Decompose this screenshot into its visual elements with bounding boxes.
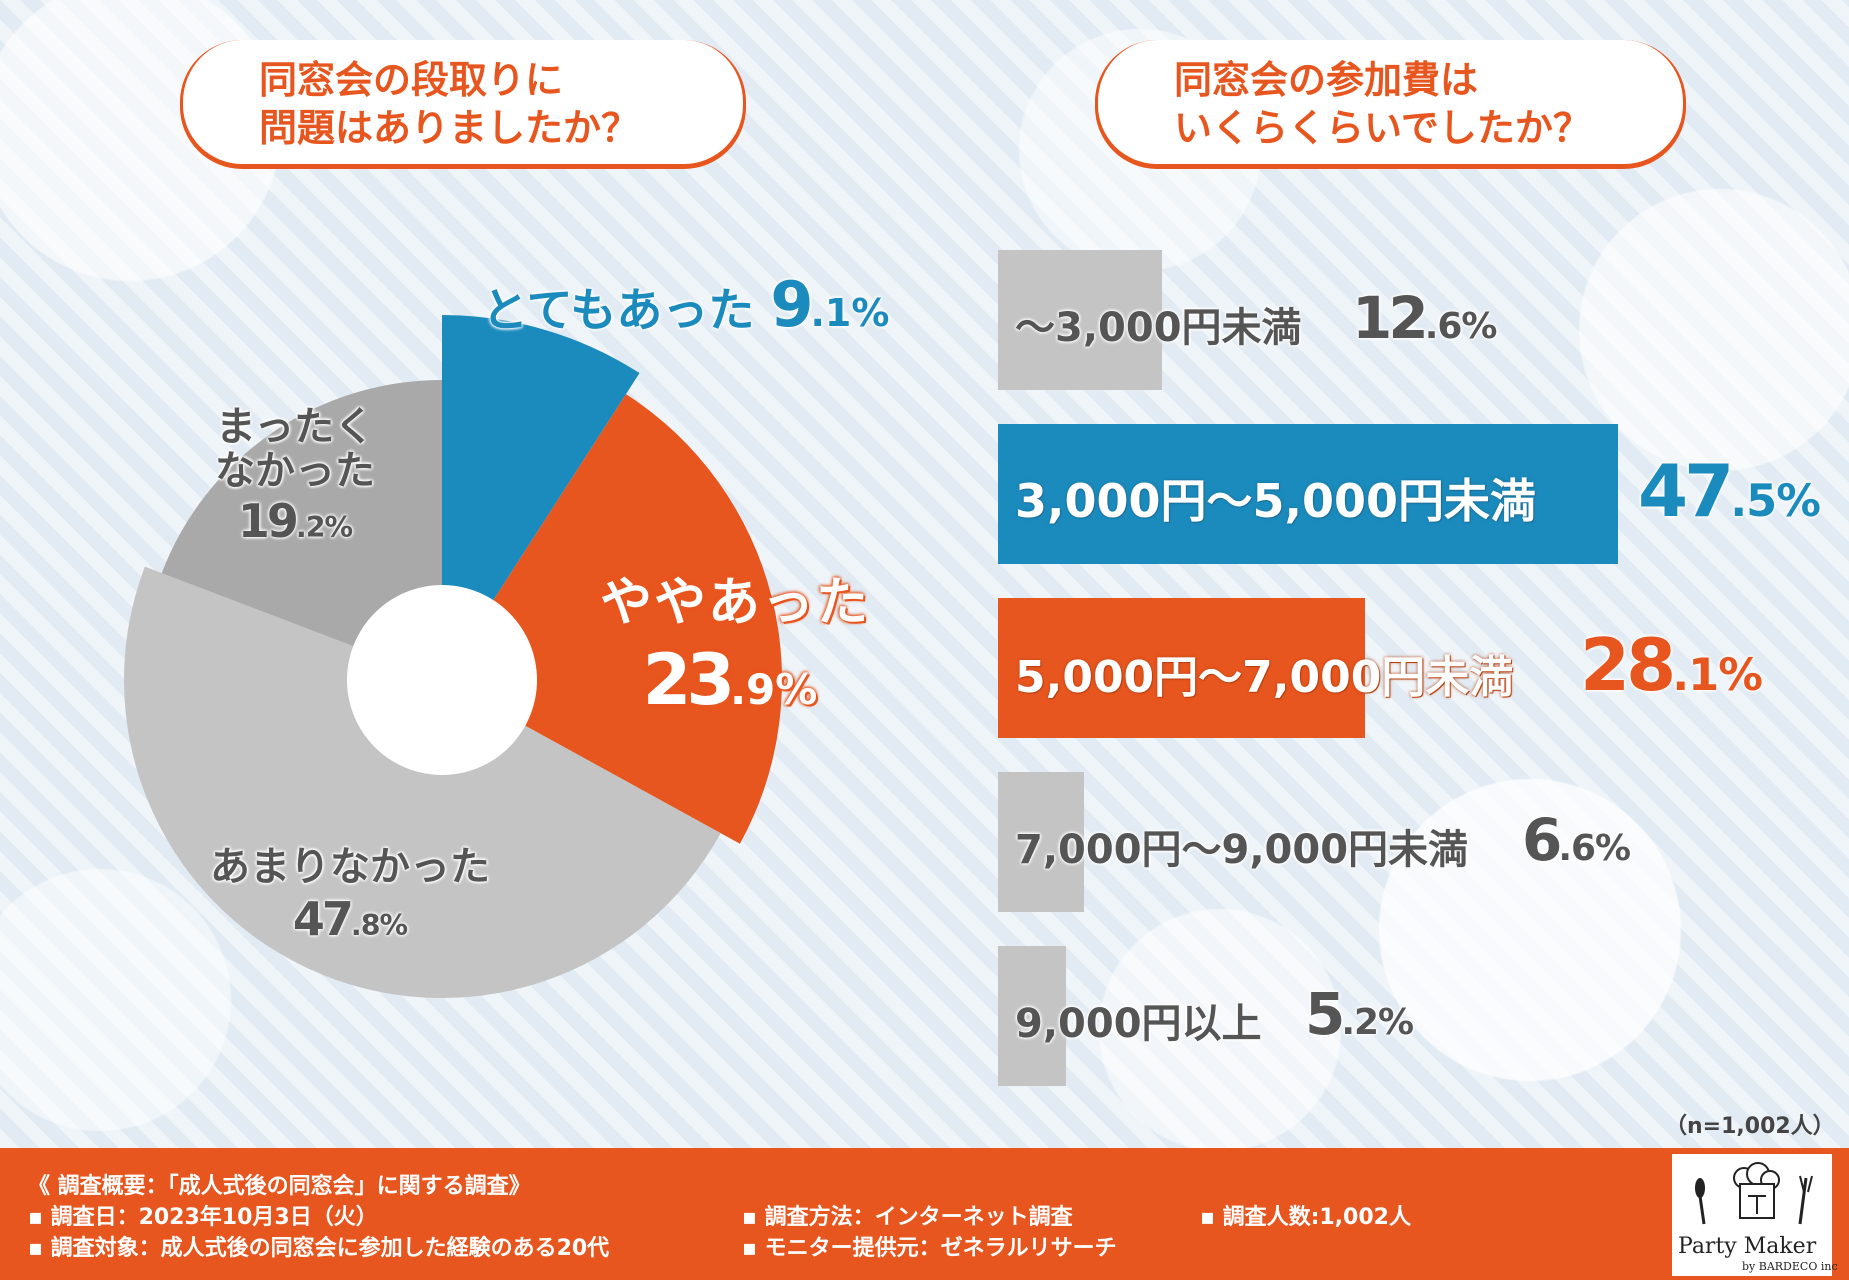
donut-hole	[347, 585, 537, 775]
slice-not-at-all	[161, 380, 442, 680]
logo: Party Maker by BARDECO inc	[1672, 1154, 1838, 1276]
survey-provider: ▪ モニター提供元：ゼネラルリサーチ	[742, 1236, 1117, 1261]
left-question-box: 同窓会の段取りに 問題はありましたか？	[180, 40, 746, 167]
bar-value-over-9000: 5.2%	[1305, 980, 1414, 1049]
left-question-title: 同窓会の段取りに 問題はありましたか？	[259, 58, 640, 150]
survey-heading: 《 調査概要：「成人式後の同窓会」に関する調査》	[28, 1174, 531, 1199]
survey-count: ▪ 調査人数:1,002人	[1200, 1205, 1411, 1230]
survey-method: ▪ 調査方法：インターネット調査	[742, 1205, 1073, 1230]
slice-very	[442, 315, 640, 680]
chef-hat-icon	[1695, 1162, 1813, 1225]
bar-over-9000	[998, 946, 1066, 1086]
right-question-title: 同窓会の参加費は いくらくらいでしたか？	[1174, 58, 1591, 150]
bar-label-3000-5000: 3,000円〜5,000円未満	[1015, 474, 1537, 529]
right-question-box: 同窓会の参加費は いくらくらいでしたか？	[1095, 40, 1686, 167]
bar-value-under-3000: 12.6%	[1352, 284, 1497, 353]
bar-label-7000-9000: 7,000円〜9,000円未満	[1015, 827, 1469, 874]
bar-value-3000-5000: 47.5%	[1638, 449, 1821, 534]
pie-label-somewhat: ややあった 23.9%	[600, 573, 871, 721]
sample-size-note: （n=1,002人）	[1665, 1114, 1835, 1139]
bar-label-under-3000: 〜3,000円未満	[1015, 305, 1302, 352]
bar-5000-7000	[998, 598, 1365, 738]
bar-under-3000	[998, 250, 1163, 390]
slice-somewhat	[442, 394, 782, 844]
logo-name: Party Maker	[1678, 1234, 1817, 1259]
survey-target: ▪ 調査対象：成人式後の同窓会に参加した経験のある20代	[28, 1236, 610, 1261]
pie-label-not-at-all: まったく なかった 19.2%	[215, 404, 375, 548]
donut-chart	[124, 315, 782, 998]
bar-value-5000-7000: 28.1%	[1580, 623, 1763, 708]
bar-7000-9000	[998, 772, 1085, 912]
bar-value-7000-9000: 6.6%	[1522, 806, 1631, 875]
logo-sub: by BARDECO inc	[1742, 1260, 1838, 1273]
bar-label-5000-7000: 5,000円〜7,000円未満	[1015, 651, 1514, 703]
pie-label-very: とてもあった 9.1%	[482, 268, 890, 341]
slice-not-much	[124, 566, 721, 998]
bar-label-over-9000: 9,000円以上	[1015, 1001, 1262, 1048]
leader-line	[526, 344, 547, 401]
survey-date: ▪ 調査日：2023年10月3日（火）	[28, 1205, 378, 1230]
bar-3000-5000	[998, 424, 1618, 564]
pie-label-not-much: あまりなかった 47.8%	[210, 844, 490, 946]
survey-footer: 《 調査概要：「成人式後の同窓会」に関する調査》 ▪ 調査日：2023年10月3…	[0, 1148, 1849, 1280]
